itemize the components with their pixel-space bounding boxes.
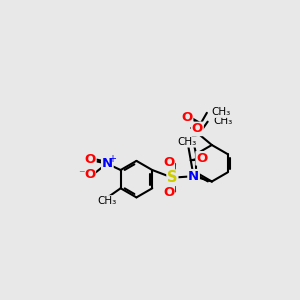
Text: +: + — [108, 154, 116, 164]
Text: CH₃: CH₃ — [98, 196, 117, 206]
Text: O: O — [163, 186, 175, 199]
Text: CH₃: CH₃ — [213, 116, 232, 126]
Text: N: N — [188, 170, 199, 183]
Text: O: O — [182, 111, 193, 124]
Text: CH₃: CH₃ — [177, 137, 196, 147]
Text: O: O — [84, 168, 95, 181]
Text: ⁻: ⁻ — [78, 168, 85, 181]
Text: O: O — [163, 156, 175, 169]
Text: N: N — [102, 157, 113, 170]
Text: O: O — [192, 122, 203, 135]
Text: O: O — [196, 152, 207, 165]
Text: O: O — [85, 153, 96, 166]
Text: S: S — [167, 170, 178, 185]
Text: CH₃: CH₃ — [212, 107, 231, 117]
